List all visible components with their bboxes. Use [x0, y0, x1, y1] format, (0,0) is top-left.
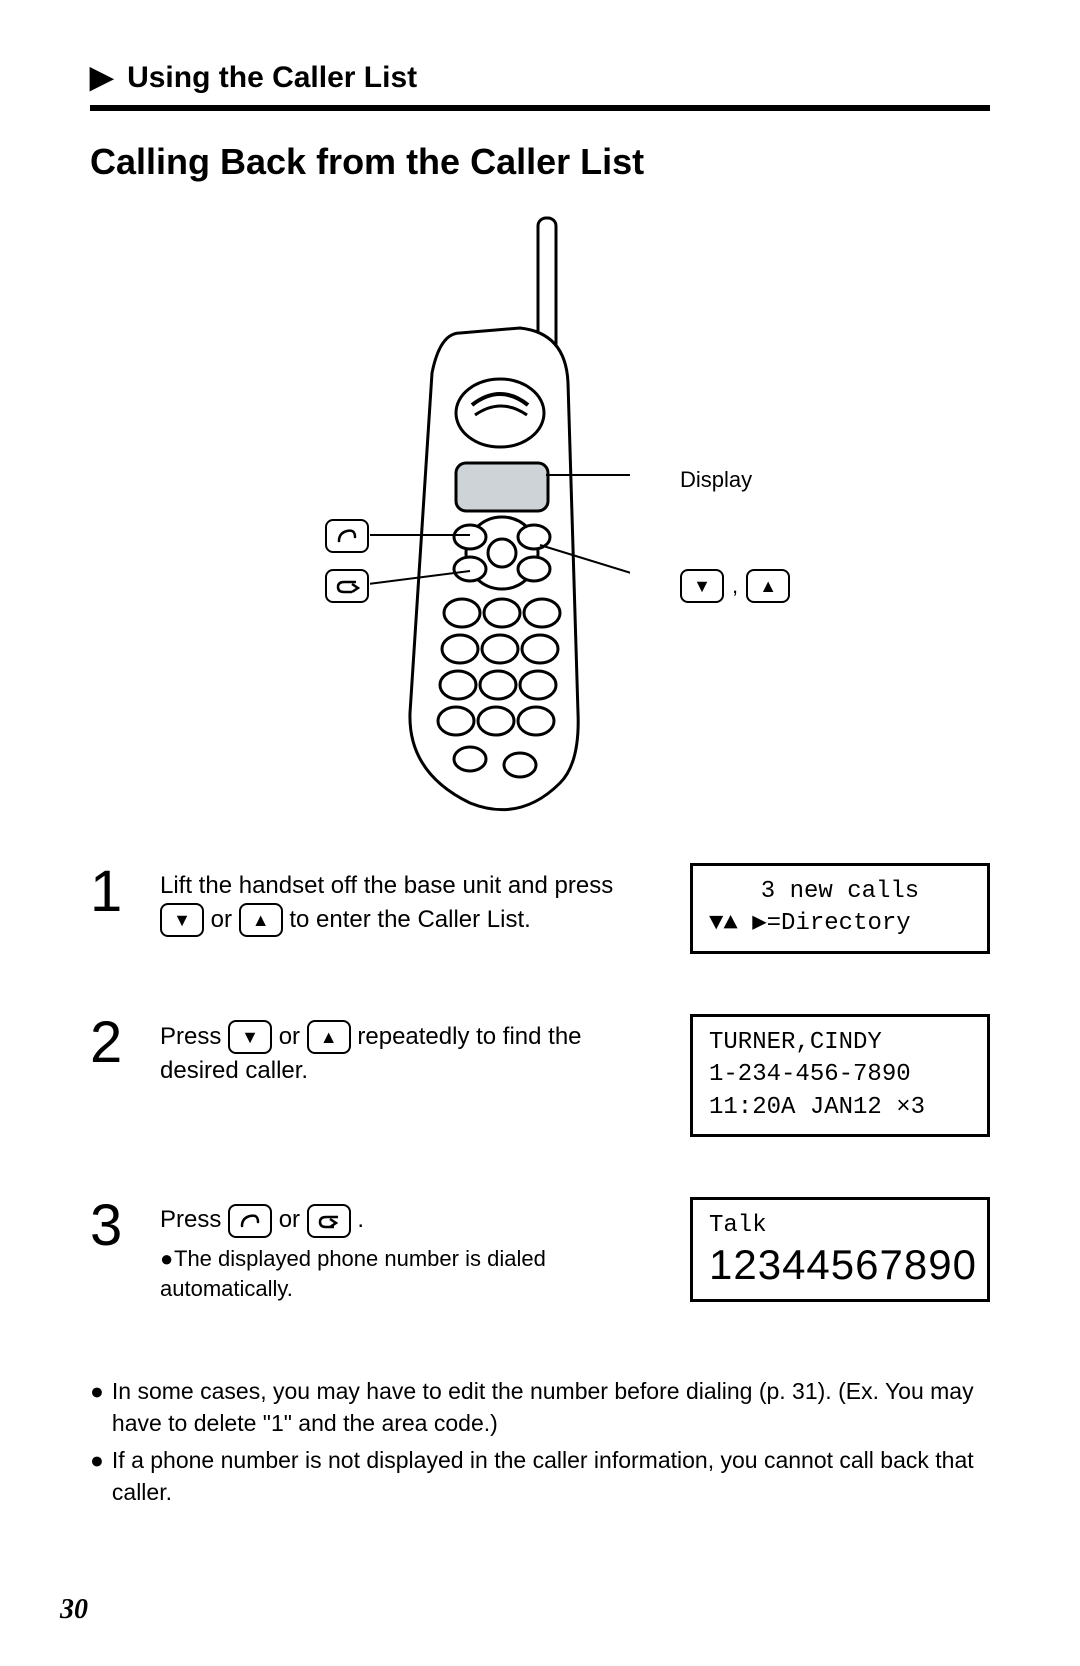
- down-arrow-icon: ▼: [680, 569, 724, 603]
- up-arrow-icon: ▲: [307, 1020, 351, 1054]
- main-title: Calling Back from the Caller List: [90, 141, 990, 183]
- lcd-line: 3 new calls: [709, 876, 971, 908]
- lcd-display-2: TURNER,CINDY 1-234-456-7890 11:20A JAN12…: [690, 1014, 990, 1137]
- arrow-right-icon: ▶: [90, 60, 113, 95]
- horizontal-rule: [90, 105, 990, 111]
- talk-icon: [228, 1204, 272, 1238]
- up-arrow-icon: ▲: [746, 569, 790, 603]
- lcd-line: Talk: [709, 1210, 971, 1242]
- section-header: ▶ Using the Caller List: [90, 60, 990, 95]
- talk-icon: [325, 519, 369, 553]
- step-text-b: or: [279, 1023, 307, 1050]
- step-text: Press ▼ or ▲ repeatedly to find the desi…: [160, 1014, 660, 1088]
- down-arrow-icon: ▼: [228, 1020, 272, 1054]
- step-number: 2: [90, 1014, 130, 1072]
- step-text-c: to enter the Caller List.: [289, 906, 530, 933]
- step-number: 3: [90, 1197, 130, 1255]
- step-number: 1: [90, 863, 130, 921]
- redial-icon: [307, 1204, 351, 1238]
- footnote-1: ● In some cases, you may have to edit th…: [90, 1375, 990, 1439]
- callout-talk-button: [325, 519, 369, 553]
- lcd-display-3: Talk 12344567890: [690, 1197, 990, 1302]
- lcd-display-1: 3 new calls ▼▲ ▶=Directory: [690, 863, 990, 954]
- callout-redial-button: [325, 569, 369, 603]
- redial-icon: [325, 569, 369, 603]
- footnote-text: If a phone number is not displayed in th…: [112, 1444, 990, 1508]
- section-header-text: Using the Caller List: [127, 61, 417, 95]
- callout-display: Display: [680, 467, 752, 493]
- up-arrow-icon: ▲: [239, 903, 283, 937]
- footnote-2: ● If a phone number is not displayed in …: [90, 1444, 990, 1508]
- step-text: Lift the handset off the base unit and p…: [160, 863, 660, 937]
- step-2: 2 Press ▼ or ▲ repeatedly to find the de…: [90, 1014, 990, 1137]
- lcd-line: TURNER,CINDY: [709, 1027, 971, 1059]
- step-1: 1 Lift the handset off the base unit and…: [90, 863, 990, 954]
- step-text-b: or: [211, 906, 239, 933]
- page-number: 30: [60, 1594, 88, 1626]
- step-sub-content: The displayed phone number is dialed aut…: [160, 1246, 546, 1302]
- lcd-line: 1-234-456-7890: [709, 1059, 971, 1091]
- step-text: Press or . ●The displayed phone number i…: [160, 1197, 660, 1305]
- step-text-a: Press: [160, 1023, 228, 1050]
- step-text-b: or: [279, 1206, 307, 1233]
- footnote-text: In some cases, you may have to edit the …: [112, 1375, 990, 1439]
- footnotes: ● In some cases, you may have to edit th…: [90, 1375, 990, 1508]
- bullet-icon: ●: [90, 1375, 104, 1439]
- bullet-icon: ●: [90, 1444, 104, 1508]
- steps-list: 1 Lift the handset off the base unit and…: [90, 863, 990, 1305]
- lcd-line: ▼▲ ▶=Directory: [709, 908, 971, 940]
- lcd-big-number: 12344567890: [709, 1242, 971, 1288]
- step-3: 3 Press or . ●The displayed phone number…: [90, 1197, 990, 1305]
- callout-arrow-buttons: ▼, ▲: [680, 569, 790, 603]
- step-text-a: Lift the handset off the base unit and p…: [160, 872, 613, 899]
- step-subtext: ●The displayed phone number is dialed au…: [160, 1244, 660, 1306]
- step-text-a: Press: [160, 1206, 228, 1233]
- handset-drawing: [370, 213, 630, 833]
- lcd-line: 11:20A JAN12 ×3: [709, 1092, 971, 1124]
- down-arrow-icon: ▼: [160, 903, 204, 937]
- phone-illustration: Display ▼, ▲: [90, 213, 990, 833]
- step-text-c: .: [357, 1206, 364, 1233]
